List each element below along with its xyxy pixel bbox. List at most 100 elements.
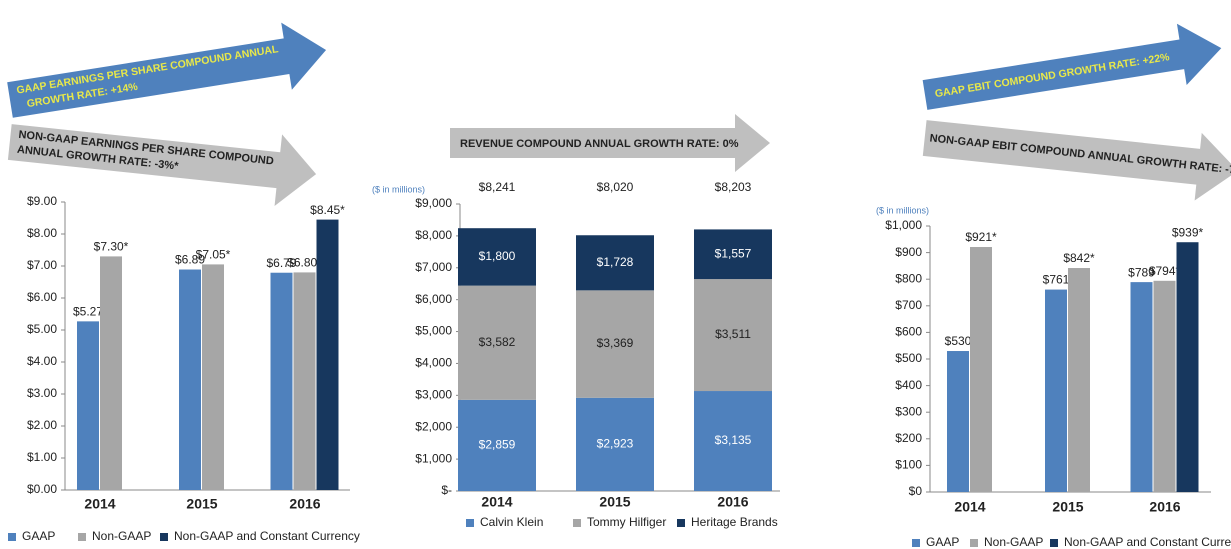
value-label: $2,923 <box>597 437 634 451</box>
legend-label: Non-GAAP and Constant Currency <box>174 529 360 543</box>
legend-label: Calvin Klein <box>480 515 543 529</box>
y-tick-label: $2,000 <box>415 419 452 433</box>
x-tick-label: 2016 <box>289 496 320 512</box>
annotation: REVENUE COMPOUND ANNUAL GROWTH RATE: 0% <box>460 138 739 150</box>
y-tick-label: $7,000 <box>415 260 452 274</box>
bar <box>77 321 99 490</box>
x-tick-label: 2015 <box>599 494 630 510</box>
y-tick-label: $- <box>441 483 452 497</box>
bar <box>100 256 122 490</box>
value-label: $7.05* <box>196 248 231 262</box>
y-tick-label: $1,000 <box>415 451 452 465</box>
legend-swatch <box>1050 539 1058 547</box>
y-tick-label: $900 <box>895 245 922 259</box>
value-label: $1,800 <box>479 249 516 263</box>
y-tick-label: $8.00 <box>27 226 57 240</box>
unit-label: ($ in millions) <box>372 184 425 194</box>
legend-swatch <box>78 533 86 541</box>
value-label: $6.79 <box>266 256 296 270</box>
unit-label: ($ in millions) <box>876 205 929 215</box>
total-label: $8,203 <box>715 180 752 194</box>
legend-swatch <box>677 519 685 527</box>
value-label: $1,728 <box>597 255 634 269</box>
bar-segment <box>576 235 654 291</box>
x-tick-label: 2016 <box>1149 499 1180 515</box>
y-tick-label: $3.00 <box>27 386 57 400</box>
legend-label: GAAP <box>926 535 959 549</box>
legend-label: Non-GAAP <box>92 529 151 543</box>
legend-label: Tommy Hilfiger <box>587 515 666 529</box>
value-label: $530 <box>945 334 972 348</box>
bar <box>179 269 201 490</box>
bar <box>270 272 293 490</box>
bar <box>1045 289 1067 492</box>
x-tick-label: 2015 <box>1052 499 1083 515</box>
y-tick-label: $300 <box>895 404 922 418</box>
y-tick-label: $5.00 <box>27 322 57 336</box>
legend-swatch <box>466 519 474 527</box>
bar-segment <box>458 285 536 400</box>
bar-segment <box>458 228 536 286</box>
arrow-revenue: REVENUE COMPOUND ANNUAL GROWTH RATE: 0% <box>450 114 770 172</box>
y-tick-label: $0 <box>909 484 923 498</box>
arrow-nongaap-ebit: NON-GAAP EBIT COMPOUND ANNUAL GROWTH RAT… <box>922 120 1231 201</box>
legend-label: GAAP <box>22 529 55 543</box>
value-label: $794* <box>1149 264 1181 278</box>
bar <box>1130 282 1153 492</box>
y-tick-label: $1.00 <box>27 450 57 464</box>
legend-label: Heritage Brands <box>691 515 778 529</box>
x-tick-label: 2014 <box>954 499 985 515</box>
bar <box>1068 268 1090 492</box>
y-tick-label: $100 <box>895 458 922 472</box>
x-tick-label: 2016 <box>717 494 748 510</box>
bar-segment <box>458 399 536 491</box>
y-tick-label: $3,000 <box>415 388 452 402</box>
y-tick-label: $9.00 <box>27 194 57 208</box>
y-tick-label: $600 <box>895 325 922 339</box>
total-label: $8,020 <box>597 180 634 194</box>
y-tick-label: $2.00 <box>27 418 57 432</box>
bar <box>1153 280 1176 492</box>
y-tick-label: $7.00 <box>27 258 57 272</box>
value-label: $921* <box>965 230 997 244</box>
value-label: $5.27 <box>73 305 103 319</box>
value-label: $789 <box>1128 265 1155 279</box>
bar-segment <box>576 397 654 491</box>
y-tick-label: $1,000 <box>885 218 922 232</box>
value-label: $842* <box>1063 251 1095 265</box>
bar-segment <box>576 290 654 398</box>
bar <box>202 264 224 490</box>
y-tick-label: $800 <box>895 271 922 285</box>
legend-swatch <box>160 533 168 541</box>
y-tick-label: $8,000 <box>415 228 452 242</box>
bar-segment <box>694 279 772 392</box>
legend-label: Non-GAAP <box>984 535 1043 549</box>
legend-swatch <box>970 539 978 547</box>
y-tick-label: $4.00 <box>27 354 57 368</box>
x-tick-label: 2014 <box>481 494 512 510</box>
y-tick-label: $9,000 <box>415 196 452 210</box>
y-tick-label: $400 <box>895 378 922 392</box>
y-tick-label: $5,000 <box>415 324 452 338</box>
value-label: $6.80* <box>287 256 322 270</box>
y-tick-label: $4,000 <box>415 356 452 370</box>
y-tick-label: $700 <box>895 298 922 312</box>
x-tick-label: 2015 <box>186 496 217 512</box>
arrow-gaap-ebit: GAAP EBIT COMPOUND GROWTH RATE: +22% <box>922 23 1222 110</box>
value-label: $3,135 <box>715 433 752 447</box>
value-label: $3,369 <box>597 336 634 350</box>
legend-swatch <box>8 533 16 541</box>
arrow-gaap-eps: GAAP EARNINGS PER SHARE COMPOUND ANNUAL … <box>7 22 327 118</box>
bar-segment <box>694 229 772 280</box>
bar <box>1176 242 1199 492</box>
bar <box>970 247 992 492</box>
legend-swatch <box>912 539 920 547</box>
total-label: $8,241 <box>479 180 516 194</box>
x-tick-label: 2014 <box>84 496 115 512</box>
bar-segment <box>694 391 772 491</box>
y-tick-label: $500 <box>895 351 922 365</box>
value-label: $6.89 <box>175 253 205 267</box>
y-tick-label: $6,000 <box>415 292 452 306</box>
value-label: $761 <box>1043 273 1070 287</box>
